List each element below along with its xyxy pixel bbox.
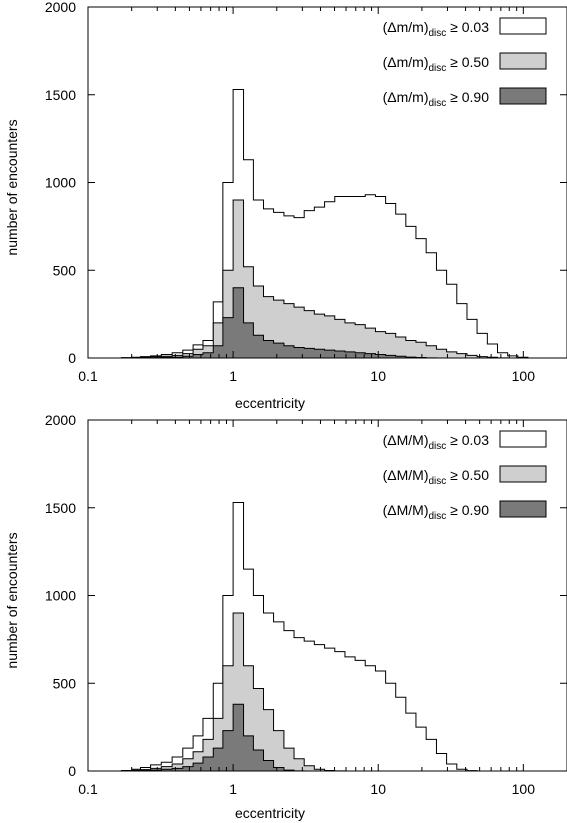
x-axis-title: eccentricity <box>235 395 305 411</box>
legend-label: (ΔM/M)disc ≥ 0.50 <box>383 467 490 487</box>
legend-swatch <box>499 52 547 70</box>
legend-label: (ΔM/M)disc ≥ 0.03 <box>383 432 490 452</box>
x-tick-label: 10 <box>370 368 386 384</box>
y-tick-label: 0 <box>68 763 76 779</box>
y-tick-label: 1000 <box>45 175 76 191</box>
legend-swatch <box>499 87 547 105</box>
y-axis-title: number of encounters <box>4 119 20 255</box>
legend-label: (Δm/m)disc ≥ 0.50 <box>383 54 490 74</box>
x-tick-label: 0.1 <box>78 368 98 384</box>
legend-label: (Δm/m)disc ≥ 0.03 <box>383 19 490 39</box>
legend-swatch <box>499 17 547 35</box>
y-tick-label: 1000 <box>45 588 76 604</box>
y-axis-title: number of encounters <box>4 532 20 668</box>
x-tick-label: 10 <box>370 781 386 797</box>
x-tick-label: 0.1 <box>78 781 98 797</box>
y-tick-label: 1500 <box>45 500 76 516</box>
legend-swatch <box>499 500 547 518</box>
legend-label: (ΔM/M)disc ≥ 0.90 <box>383 502 490 522</box>
x-tick-label: 100 <box>512 781 536 797</box>
y-tick-label: 0 <box>68 350 76 366</box>
x-axis-title: eccentricity <box>235 805 305 821</box>
histogram-series-1 <box>88 199 567 359</box>
y-tick-label: 500 <box>53 675 77 691</box>
x-tick-label: 1 <box>229 368 237 384</box>
top-histogram-panel: 0 500 1000 1500 2000 0.1 1 10 100 eccentricity num… <box>4 0 567 411</box>
y-tick-label: 2000 <box>45 0 76 15</box>
histogram-series-0 <box>88 501 567 772</box>
legend-swatch <box>499 465 547 483</box>
y-tick-label: 500 <box>53 262 77 278</box>
histogram-series-0 <box>88 88 567 359</box>
legend-swatch <box>499 430 547 448</box>
bottom-histogram-panel: 0 500 1000 1500 2000 0.1 1 10 100 eccentricity num… <box>4 412 567 821</box>
legend-label: (Δm/m)disc ≥ 0.90 <box>383 89 490 109</box>
x-tick-label: 1 <box>229 781 237 797</box>
y-tick-label: 2000 <box>45 412 76 428</box>
y-tick-label: 1500 <box>45 87 76 103</box>
x-tick-label: 100 <box>512 368 536 384</box>
